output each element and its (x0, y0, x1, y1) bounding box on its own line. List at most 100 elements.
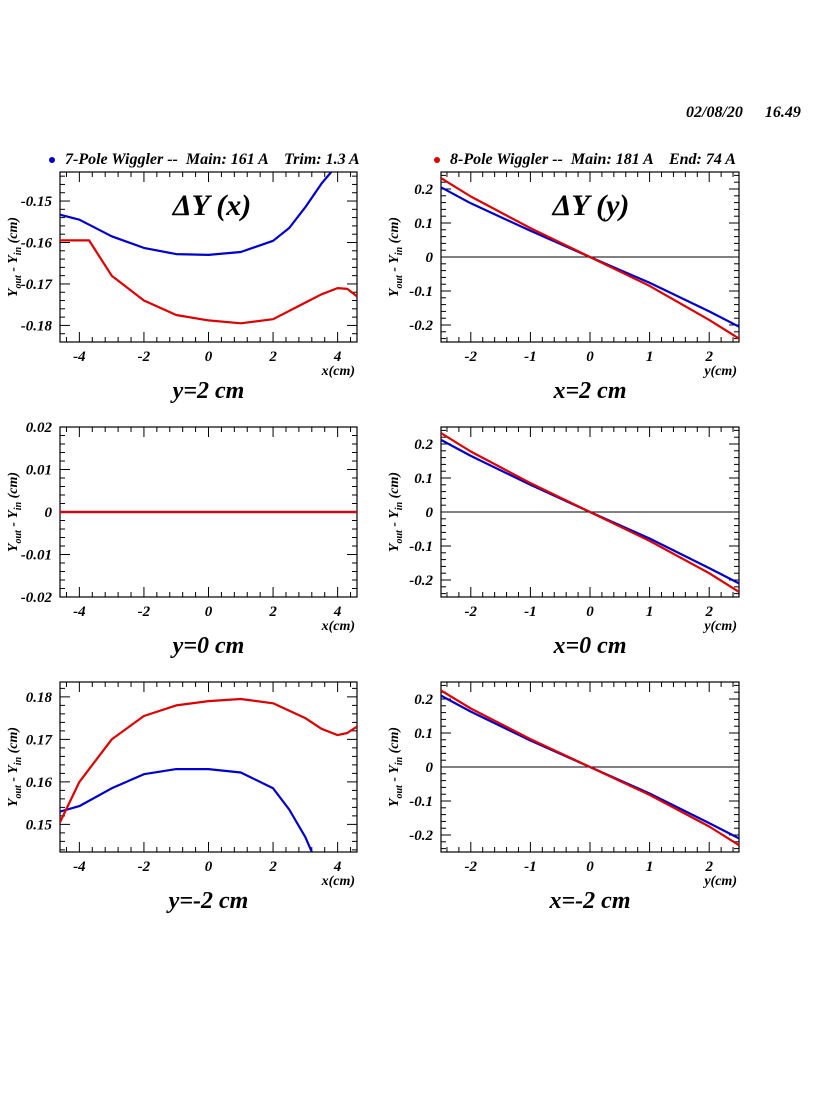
y-tick-label: 0.02 (26, 420, 53, 436)
x-tick-label: 0 (205, 859, 213, 875)
x-axis-label: y(cm) (702, 874, 737, 889)
y-tick-label: 0.1 (414, 216, 433, 232)
series-line-7-pole (60, 768, 313, 852)
x-tick-label: 0 (205, 349, 213, 365)
y-tick-label: -0.2 (409, 573, 433, 589)
y-tick-label: 0.15 (26, 817, 53, 833)
series-group (441, 689, 739, 847)
x-tick-label: 0 (586, 859, 594, 875)
plot-caption: y=0 cm (170, 633, 245, 659)
date: 02/08/20 (686, 104, 743, 121)
y-tick-label: 0.2 (414, 692, 433, 708)
y-tick-label: 0 (426, 505, 434, 521)
legend-marker-7pole (49, 157, 55, 164)
series-group (60, 697, 357, 852)
y-tick-label: 0 (426, 760, 434, 776)
chart-panel-1: -4 -2 0 2 4 -0.15 -0.16 -0.17 -0.18 x(cm) Yout - Y… (6, 171, 358, 404)
y-axis-label: Yout - Yin (cm) (6, 217, 24, 297)
x-tick-label: -4 (73, 859, 86, 875)
x-axis-label: y(cm) (702, 619, 737, 634)
x-tick-label: 0 (205, 604, 213, 620)
y-axis-label: Yout - Yin (cm) (387, 217, 405, 297)
y-axis-label: Yout - Yin (cm) (387, 472, 405, 552)
legend-marker-8pole (434, 157, 440, 164)
timestamp: 02/08/20 16.49 (686, 104, 801, 122)
x-axis-label: y(cm) (702, 364, 737, 379)
y-tick-label: 0 (45, 505, 53, 521)
x-tick-label: -2 (465, 604, 478, 620)
x-tick-label: -1 (524, 349, 537, 365)
plot-caption: x=2 cm (553, 378, 627, 404)
y-tick-label: -0.1 (409, 539, 433, 555)
y-tick-label: -0.01 (21, 548, 52, 564)
series-line-8-pole (441, 432, 739, 593)
x-tick-label: 2 (268, 349, 277, 365)
y-tick-label: 0.2 (414, 437, 433, 453)
plot-caption: y=2 cm (170, 378, 245, 404)
plot-title: ΔY (x) (172, 189, 252, 222)
x-tick-label: -1 (524, 859, 537, 875)
y-tick-label: 0.1 (414, 726, 433, 742)
series-line-8-pole (441, 177, 739, 340)
x-tick-label: 0 (586, 349, 594, 365)
chart-panel-6: -2 -1 0 1 2 0.2 0.1 0 -0.1 -0.2 y(cm) Yout - Yin (c… (387, 681, 740, 914)
series-line-7-pole (60, 172, 333, 256)
x-tick-label: 1 (646, 604, 654, 620)
chart-panel-3: -4 -2 0 2 4 0.02 0.01 0 -0.01 -0.02 x(cm) Yout - Yi… (6, 420, 358, 659)
series-group (60, 172, 357, 325)
x-tick-label: -2 (138, 349, 151, 365)
y-tick-label: 0.2 (414, 182, 433, 198)
plot-frame (59, 681, 358, 853)
series-group (441, 432, 739, 593)
x-tick-label: 2 (268, 859, 277, 875)
y-tick-label: 0.1 (414, 471, 433, 487)
x-tick-label: -2 (138, 859, 151, 875)
x-axis-label: x(cm) (321, 874, 355, 889)
y-tick-label: -0.02 (21, 590, 53, 606)
x-tick-label: -2 (465, 859, 478, 875)
chart-panel-2: -2 -1 0 1 2 0.2 0.1 0 -0.1 -0.2 y(cm) Yout - Yin (c… (387, 171, 740, 404)
x-tick-label: 4 (333, 349, 342, 365)
legend-item-7pole: 7-Pole Wiggler -- Main: 161 A Trim: 1.3 … (33, 133, 360, 187)
series-line-8-pole (60, 239, 357, 325)
x-tick-label: -4 (73, 349, 86, 365)
series-line-8-pole (60, 697, 357, 823)
x-tick-label: -4 (73, 604, 86, 620)
x-tick-label: 2 (704, 859, 713, 875)
plot-caption: x=0 cm (553, 633, 627, 659)
series-group (441, 177, 739, 340)
time: 16.49 (764, 104, 801, 121)
y-tick-label: -0.17 (21, 277, 53, 293)
plot-title: ΔY (y) (552, 189, 630, 222)
x-tick-label: 4 (333, 859, 342, 875)
y-tick-label: -0.2 (409, 828, 433, 844)
x-axis-label: x(cm) (321, 364, 355, 379)
legend-label-8pole: 8-Pole Wiggler -- Main: 181 A End: 74 A (450, 151, 736, 168)
x-tick-label: 2 (268, 604, 277, 620)
x-tick-label: -2 (138, 604, 151, 620)
x-tick-label: 2 (704, 604, 713, 620)
x-tick-label: 2 (704, 349, 713, 365)
y-tick-label: -0.2 (409, 318, 433, 334)
x-tick-label: 0 (586, 604, 594, 620)
x-tick-label: 1 (646, 859, 654, 875)
chart-panel-5: -4 -2 0 2 4 0.18 0.17 0.16 0.15 x(cm) Yout - Yin (… (6, 681, 358, 914)
y-axis-label: Yout - Yin (cm) (6, 472, 24, 552)
series-line-8-pole (441, 689, 739, 847)
y-tick-label: 0 (426, 250, 434, 266)
x-axis-label: x(cm) (321, 619, 355, 634)
x-tick-label: -1 (524, 604, 537, 620)
y-tick-label: -0.16 (21, 235, 53, 251)
y-tick-label: -0.1 (409, 284, 433, 300)
y-tick-label: -0.18 (21, 318, 53, 334)
x-tick-label: 1 (646, 349, 654, 365)
x-tick-label: -2 (465, 349, 478, 365)
x-tick-label: 4 (333, 604, 342, 620)
y-tick-label: 0.18 (26, 690, 53, 706)
plot-caption: y=-2 cm (166, 888, 249, 914)
y-tick-label: 0.17 (26, 732, 53, 748)
legend-item-8pole: 8-Pole Wiggler -- Main: 181 A End: 74 A (418, 133, 736, 187)
plot-caption: x=-2 cm (549, 888, 631, 914)
y-tick-label: -0.1 (409, 794, 433, 810)
